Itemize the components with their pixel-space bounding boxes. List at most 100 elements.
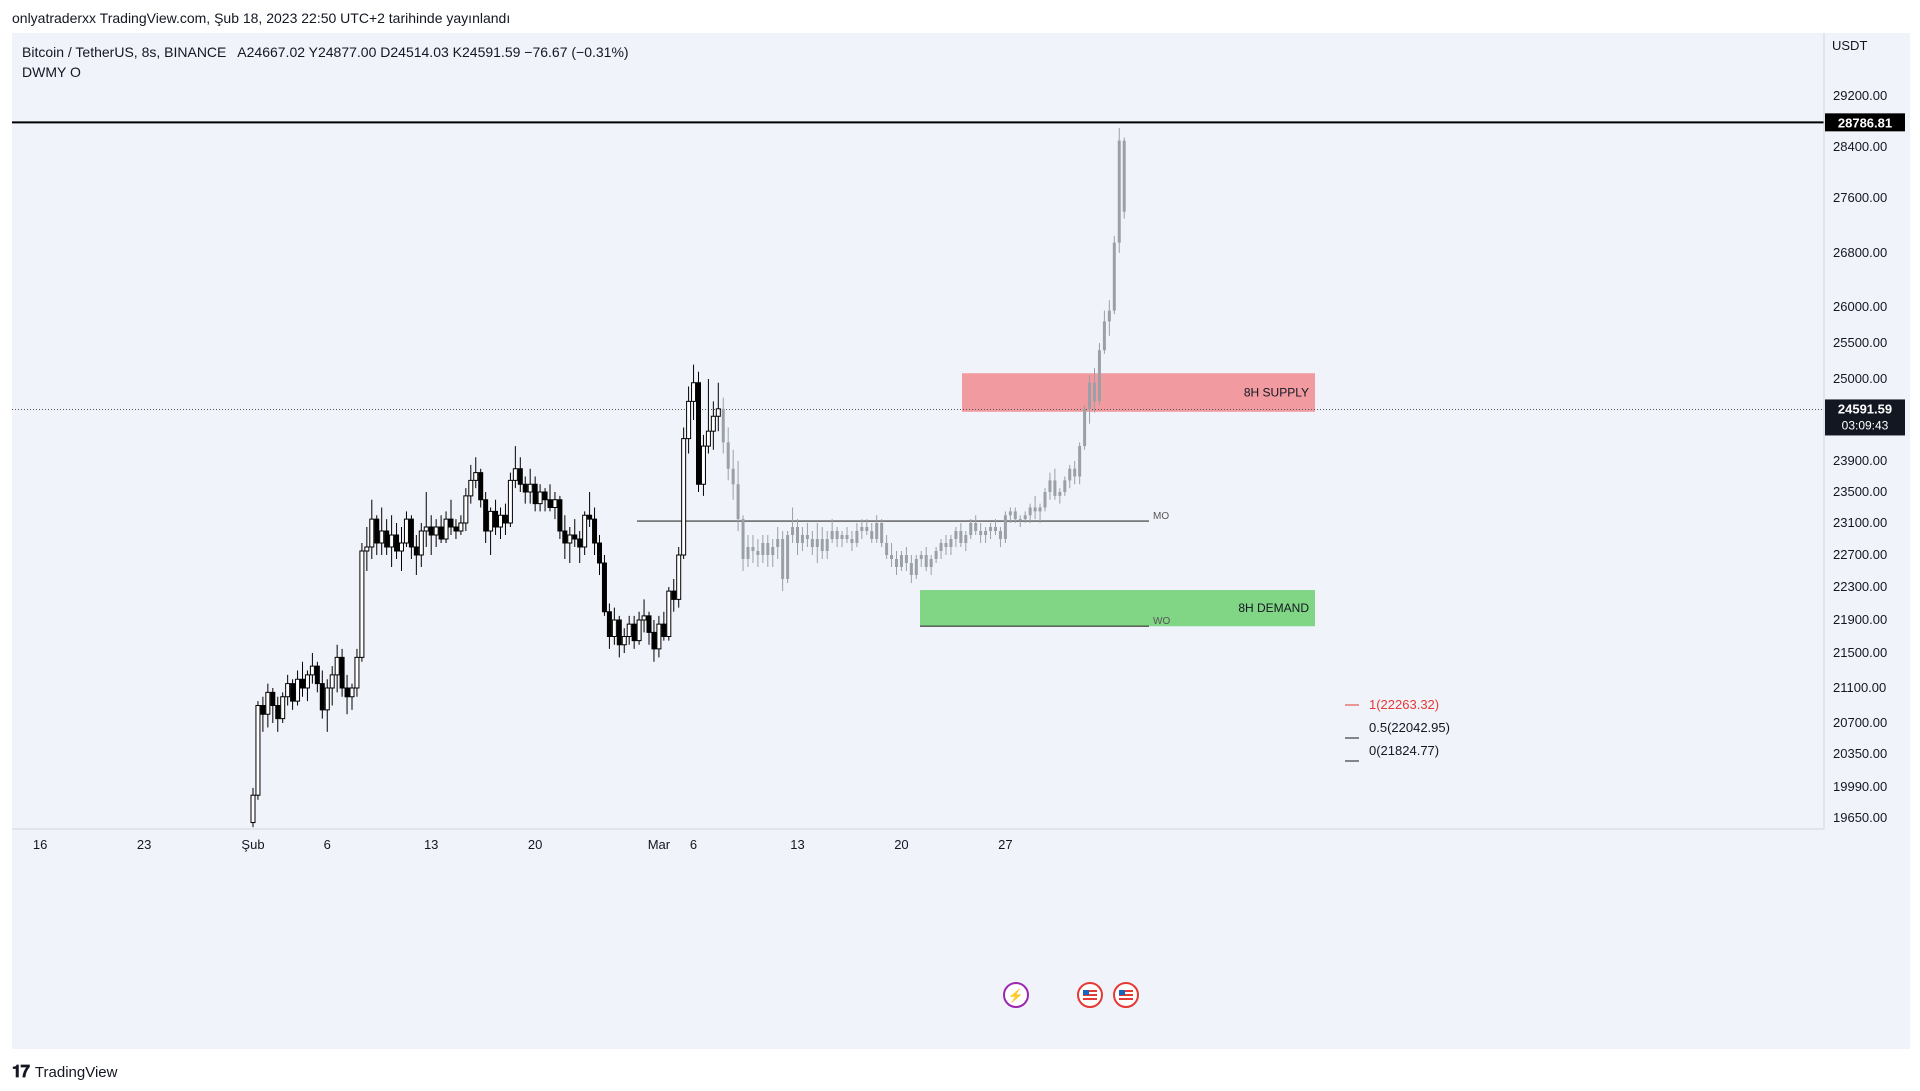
time-tick-label: 23 xyxy=(137,837,151,852)
candle-body xyxy=(582,514,588,548)
candlestick-chart[interactable]: 8H SUPPLY 8H DEMAND MO WO USDT 29200.00 2840… xyxy=(12,33,1910,1049)
us-flag-icon-stripe-w2 xyxy=(1083,996,1097,998)
projection-body xyxy=(815,539,819,547)
projection-body xyxy=(1013,511,1017,520)
projection-body xyxy=(786,535,790,579)
zone-rect xyxy=(920,590,1315,627)
projection-body xyxy=(1023,515,1027,520)
candle-body xyxy=(517,468,523,485)
candle-body xyxy=(676,554,682,600)
candle-body xyxy=(512,468,518,481)
price-axis: USDT 29200.00 28400.00 27600.00 26800.00 2600… xyxy=(1823,33,1905,829)
us-flag-icon[interactable] xyxy=(1077,982,1103,1008)
us-flag-icon-stripe-w xyxy=(1083,992,1097,994)
candle-body xyxy=(260,705,266,715)
candle-body xyxy=(636,619,642,642)
us-flag-icon-stripe-w xyxy=(1119,992,1133,994)
projection-body xyxy=(751,547,755,551)
candle-body xyxy=(473,472,479,481)
zones-layer: 8H SUPPLY 8H DEMAND xyxy=(920,373,1315,627)
candle-body xyxy=(423,526,429,532)
price-tick-label: 19650.00 xyxy=(1833,810,1887,825)
time-tick-label: 6 xyxy=(324,837,331,852)
us-flag-icon-canton xyxy=(1119,990,1125,995)
projection-body xyxy=(1073,468,1077,477)
projection-body xyxy=(865,527,869,531)
projection-layer xyxy=(721,127,1126,592)
candle-body xyxy=(651,631,657,650)
us-flag-icon-stripe xyxy=(1083,990,1097,1000)
projection-body xyxy=(756,551,760,555)
projection-body xyxy=(909,563,913,575)
candle-body xyxy=(349,687,355,698)
price-tick-label: 23500.00 xyxy=(1833,484,1887,499)
projection-body xyxy=(796,527,799,543)
candle-body xyxy=(453,526,459,532)
candle-body xyxy=(601,562,607,613)
last-price-label: 24591.59 xyxy=(1838,401,1892,416)
projection-body xyxy=(845,535,849,539)
tradingview-footer[interactable]: 𝟏𝟕 TradingView xyxy=(12,1062,117,1082)
projection-body xyxy=(904,555,908,563)
candle-body xyxy=(532,483,538,505)
price-tick-label: 25500.00 xyxy=(1833,335,1887,350)
projection-body xyxy=(1028,507,1032,516)
projection-body xyxy=(1008,511,1012,516)
price-tick-label: 21500.00 xyxy=(1833,645,1887,660)
fib-label: 0(21824.77) xyxy=(1369,743,1439,758)
us-flag-icon[interactable] xyxy=(1113,982,1139,1008)
projection-body xyxy=(736,484,740,520)
candle-body xyxy=(399,542,404,552)
candle-body xyxy=(374,518,380,544)
projection-body xyxy=(1078,446,1082,477)
projection-body xyxy=(1003,515,1007,539)
candle-body xyxy=(562,530,568,544)
candle-body xyxy=(334,656,340,676)
projection-body xyxy=(791,527,795,535)
projection-body xyxy=(1053,480,1057,496)
candle-body xyxy=(314,665,320,685)
candle-body xyxy=(611,619,617,637)
candle-body xyxy=(443,518,449,540)
candle-body xyxy=(631,623,637,642)
candle-body xyxy=(537,491,543,505)
projection-body xyxy=(1033,507,1037,512)
projection-body xyxy=(1058,492,1062,496)
price-tick-label: 19990.00 xyxy=(1833,779,1887,794)
events-layer: ⚡ xyxy=(1003,982,1139,1008)
projection-body xyxy=(1093,382,1096,402)
candle-body xyxy=(324,687,330,711)
projection-body xyxy=(1063,480,1067,492)
hline-price-label: 28786.81 xyxy=(1838,115,1892,130)
projection-body xyxy=(1018,519,1022,521)
candle-body xyxy=(597,542,602,564)
candle-body xyxy=(354,656,360,689)
price-tick-label: 27600.00 xyxy=(1833,190,1887,205)
candle-body xyxy=(309,665,315,676)
projection-body xyxy=(964,535,968,543)
projection-body xyxy=(1122,140,1126,212)
candle-body xyxy=(507,479,513,524)
footer-brand: TradingView xyxy=(34,1063,118,1081)
candle-body xyxy=(493,510,499,528)
projection-body xyxy=(1112,242,1116,311)
candle-body xyxy=(646,615,652,633)
projection-body xyxy=(954,531,958,539)
price-tick-label: 26800.00 xyxy=(1833,245,1887,260)
lightning-icon[interactable]: ⚡ xyxy=(1003,982,1029,1008)
candle-body xyxy=(428,526,434,536)
projection-body xyxy=(741,519,745,559)
candle-body xyxy=(696,382,701,485)
projection-body xyxy=(776,539,780,547)
candle-body xyxy=(285,683,291,698)
zone-label: 8H SUPPLY xyxy=(1244,386,1309,400)
projection-body xyxy=(949,539,953,547)
candle-body xyxy=(265,691,271,715)
projection-body xyxy=(840,535,844,539)
candle-body xyxy=(592,518,598,544)
projection-body xyxy=(835,531,839,539)
price-tick-label: 23100.00 xyxy=(1833,515,1887,530)
candle-body xyxy=(502,514,508,524)
candle-body xyxy=(403,518,409,544)
zone-label: 8H DEMAND xyxy=(1238,601,1309,615)
